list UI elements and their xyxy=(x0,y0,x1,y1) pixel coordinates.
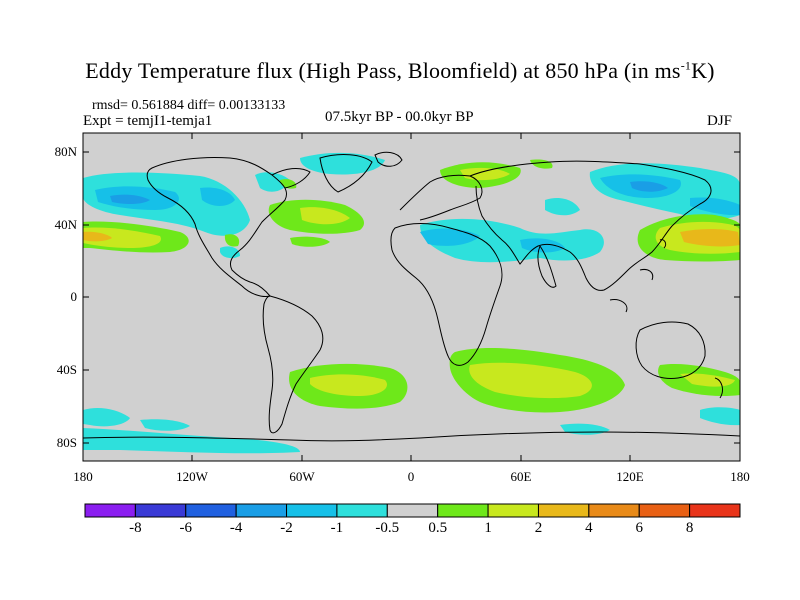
colorbar-box xyxy=(689,503,741,518)
colorbar xyxy=(84,503,741,518)
lat-label-40n: 40N xyxy=(54,217,77,232)
colorbar-box xyxy=(185,503,237,518)
colorbar-label: 8 xyxy=(685,520,694,536)
season-label: DJF xyxy=(707,113,733,129)
lon-label-180e: 180 xyxy=(730,469,750,484)
lon-label-60w: 60W xyxy=(289,469,315,484)
colorbar-label: -4 xyxy=(229,520,243,536)
negative-anomaly-stronger xyxy=(110,181,668,205)
colorbar-label: 2 xyxy=(534,520,543,536)
colorbar-label: -0.5 xyxy=(375,520,400,536)
lon-label-0: 0 xyxy=(407,469,415,484)
colorbar-label: -8 xyxy=(129,520,142,536)
lat-label-40s: 40S xyxy=(56,362,77,377)
experiment-label: Expt = temjI1-temja1 xyxy=(83,113,213,129)
colorbar-box xyxy=(235,503,288,518)
colorbar-box xyxy=(437,503,489,518)
stats-text: rmsd= 0.561884 diff= 0.00133133 xyxy=(92,98,286,113)
colorbar-label: -6 xyxy=(179,520,193,536)
colorbar-label: -2 xyxy=(280,520,293,536)
positive-anomaly-strongest xyxy=(83,229,740,247)
colorbar-box xyxy=(588,503,640,518)
period-label: 07.5kyr BP - 00.0kyr BP xyxy=(325,109,474,125)
colorbar-label: 4 xyxy=(585,520,593,536)
lat-label-0: 0 xyxy=(70,289,78,304)
lon-label-180w: 180 xyxy=(73,469,93,484)
colorbar-box xyxy=(386,503,439,518)
colorbar-label: 6 xyxy=(635,520,643,536)
colorbar-box xyxy=(286,503,338,518)
lon-label-60e: 60E xyxy=(510,469,532,484)
colorbar-box xyxy=(84,503,136,518)
lon-label-120e: 120E xyxy=(616,469,644,484)
axis-ticks xyxy=(82,133,741,461)
colorbar-label: 0.5 xyxy=(428,520,448,536)
colorbar-box xyxy=(537,503,590,518)
colorbar-box xyxy=(336,503,388,518)
colorbar-box xyxy=(638,503,691,518)
map-field xyxy=(83,133,740,461)
colorbar-label: -1 xyxy=(330,520,344,536)
lat-label-80s: 80S xyxy=(56,435,77,450)
map-title: Eddy Temperature flux (High Pass, Bloomf… xyxy=(85,58,715,83)
colorbar-label: 1 xyxy=(484,520,492,536)
lat-label-80n: 80N xyxy=(54,144,77,159)
colorbar-box xyxy=(487,503,539,518)
coastlines xyxy=(83,151,740,442)
colorbar-box xyxy=(134,503,187,518)
lon-label-120w: 120W xyxy=(176,469,208,484)
